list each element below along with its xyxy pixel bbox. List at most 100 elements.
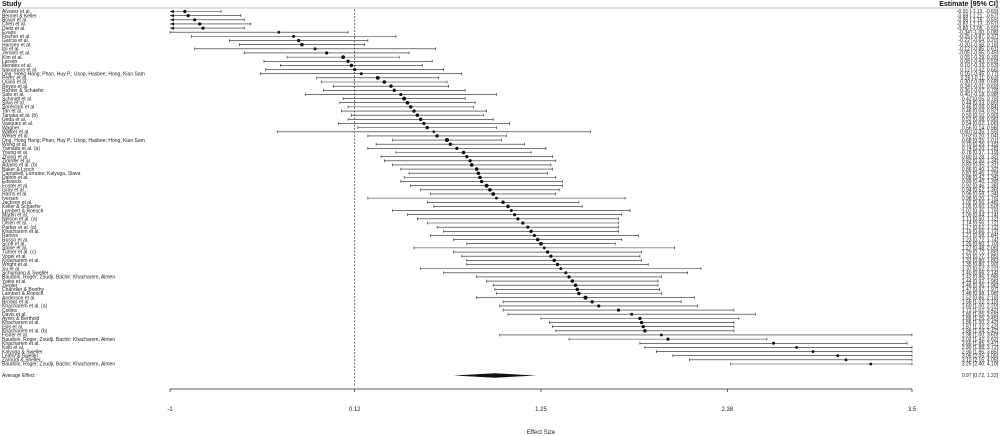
study-label: Chandler & Boothy [2, 287, 44, 293]
study-point [484, 183, 489, 188]
study-estimate-text: 1.25 [0.80, 1.70] [962, 241, 999, 247]
study-row: Ziegler 1.46 [0.96, 1.96] [2, 283, 999, 289]
study-estimate-text: 0.56 [0.14, 0.98] [962, 125, 999, 131]
study-row: Jackson et al. 1.02 [0.56, 1.48] [2, 200, 999, 206]
study-point [193, 18, 197, 22]
study-point [405, 100, 410, 105]
study-row: Schumann & Sweller 1.40 [0.66, 2.14] [2, 270, 999, 276]
study-label: Kolb et al. [2, 345, 24, 351]
study-point [491, 192, 496, 196]
study-point [501, 200, 505, 205]
study-point [516, 217, 520, 221]
study-row: Wagner 0.56 [0.14, 0.98] [2, 125, 999, 131]
study-row: Keller & Schaefer 1.05 [0.60, 1.50] [2, 204, 999, 210]
study-row: Russo et al. 1.23 [0.72, 1.74] [2, 237, 999, 243]
ci-left-arrow [170, 26, 174, 30]
study-point [567, 275, 571, 279]
study-point [771, 341, 776, 345]
study-row: Ong, Hong Hang; Phan, Huy P.; Usop, Hasb… [2, 138, 999, 144]
study-point [313, 47, 317, 51]
study-label: Campbell, Lorraine; Kalyuga, Slava [2, 171, 81, 177]
study-point [639, 320, 644, 325]
study-label: Turner et al. (c) [2, 250, 36, 256]
study-row: Stone et al. 1.27 [0.48, 2.06] [2, 246, 999, 252]
study-label: Jackson et al. [2, 200, 33, 206]
study-row: Leahy & Sweller 3.05 [2.05, 4.05] [2, 353, 999, 359]
study-label: Harris et al. [2, 192, 28, 198]
study-row: Bennet & Keller -0.89 [-1.21, -0.57] [2, 13, 999, 19]
study-row: Iversen 0.98 [0.20, 1.76] [2, 196, 999, 202]
study-row: Anderson et al. 1.52 [0.86, 2.18] [2, 295, 999, 301]
study-estimate-text: 2.66 [1.85, 3.47] [962, 341, 999, 347]
study-label: Khacharem et al. [2, 341, 40, 347]
study-point [422, 121, 426, 126]
study-label: Richter & Schaefer [2, 88, 44, 94]
study-point [583, 295, 588, 300]
study-estimate-text: 0.34 [-0.01, 0.69] [960, 84, 998, 90]
study-estimate-text: 0.48 [0.04, 0.92] [962, 109, 999, 115]
study-label: Weber et al. [2, 134, 29, 140]
study-point [495, 196, 498, 200]
study-point [444, 138, 450, 143]
study-row: Zhang et al. 0.80 [0.28, 1.32] [2, 154, 999, 160]
study-label: Yamada et al. (a) [2, 146, 40, 152]
study-point [474, 167, 479, 171]
study-label: Walker et al. [2, 129, 30, 135]
study-point [479, 179, 484, 184]
study-estimate-text: 3.05 [2.05, 4.05] [962, 353, 999, 359]
study-point [844, 358, 848, 362]
study-point [559, 267, 563, 271]
study-point [526, 225, 530, 229]
study-label: Scott et al. [2, 241, 26, 247]
study-row: Khacharem et al. (b) 1.88 [1.34, 2.42] [2, 329, 999, 335]
study-point [418, 117, 423, 122]
study-label: Schmidt et al. [2, 96, 32, 102]
study-estimate-text: -0.91 [-1.13, -0.69] [957, 9, 999, 15]
study-estimate-text: 0.80 [0.28, 1.32] [962, 154, 999, 160]
study-row: Hansen et al. -0.20 [-0.58, 0.18] [2, 42, 999, 48]
x-tick-label: 3.5 [908, 407, 917, 413]
study-point [552, 258, 556, 263]
study-row: Tan et al. 0.48 [0.04, 0.92] [2, 109, 999, 115]
study-row: Dalton et al. 0.88 [0.42, 1.34] [2, 175, 999, 181]
study-row: Martin et al. 1.09 [0.44, 1.74] [2, 212, 999, 218]
study-row: Quinn et al. 0.30 [-0.08, 0.68] [2, 80, 999, 86]
study-label: Stone et al. [2, 246, 27, 252]
study-point [811, 350, 815, 353]
study-row: Tanaka et al. (b) 0.50 [0.10, 0.90] [2, 113, 999, 119]
study-label: Kalyuga & Sweller [2, 349, 43, 355]
study-row: Fisher et al. 1.98 [1.00, 3.60] [2, 333, 999, 339]
study-label: Braun et al. [2, 17, 28, 23]
study-estimate-text: 0.86 [0.40, 1.32] [962, 167, 999, 173]
study-label: Reyes et al. [2, 84, 28, 90]
study-point [488, 188, 492, 192]
study-label: Wright et al. [2, 262, 29, 268]
study-row: Brooks et al. 1.56 [1.02, 2.10] [2, 299, 999, 305]
study-point [183, 9, 187, 14]
study-estimate-text: -0.80 [-1.05, -0.55] [957, 26, 999, 32]
study-label: Ramos [2, 233, 18, 239]
study-label: Collins [2, 308, 18, 314]
study-row: Ellis et al. 1.87 [1.32, 2.42] [2, 324, 999, 330]
study-label: Dalton et al. [2, 175, 29, 181]
study-row: Gray et al. 0.94 [0.52, 1.36] [2, 188, 999, 194]
study-estimate-text: 1.86 [1.30, 2.42] [962, 320, 999, 326]
study-point [506, 204, 510, 209]
study-row: Adams et al. (b) 0.83 [0.35, 1.31] [2, 163, 999, 169]
x-axis-label: Effect Size [527, 430, 556, 436]
study-point [564, 271, 568, 275]
study-row: Larsen 0.08 [-0.43, 0.59] [2, 59, 999, 65]
study-estimate-text: 1.05 [0.60, 1.50] [962, 204, 999, 210]
study-point [539, 241, 543, 246]
study-label: Khacharem et al. (b) [2, 329, 48, 335]
study-row: Kim et al. 0.05 [-0.29, 0.39] [2, 55, 999, 61]
study-label: Gray et al. [2, 188, 25, 194]
study-row: Collins 1.72 [1.02, 2.42] [2, 308, 999, 314]
study-estimate-text: 0.26 [-0.11, 0.63] [961, 76, 999, 82]
study-estimate-text: 1.88 [1.34, 2.42] [962, 329, 999, 335]
study-row: Chen et al. -0.82 [-1.13, -0.51] [2, 22, 999, 28]
study-point [641, 324, 645, 329]
study-label: Baudoin, Roger; Zoudji, Bachir; Khachare… [2, 337, 115, 343]
study-label: Iversen [2, 196, 19, 202]
study-label: Schumann & Sweller [2, 270, 49, 276]
